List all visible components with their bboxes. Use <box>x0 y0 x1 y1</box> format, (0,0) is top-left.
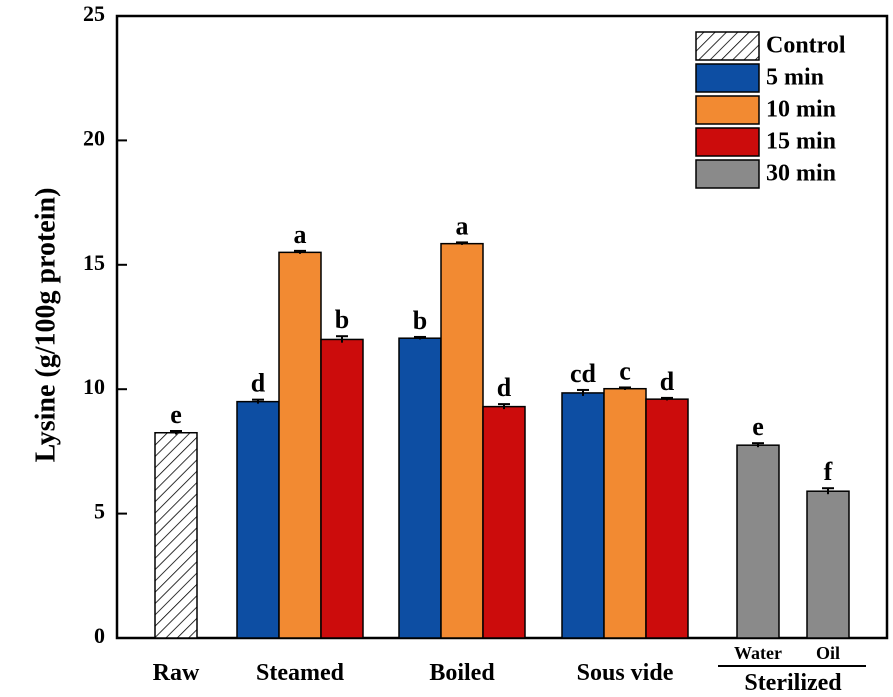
y-tick-label: 25 <box>83 1 105 26</box>
legend-swatch <box>695 31 760 61</box>
significance-letter: c <box>619 356 631 385</box>
bar <box>736 444 780 639</box>
bar <box>278 251 322 639</box>
significance-letter: e <box>170 400 182 429</box>
bar <box>645 398 689 639</box>
bar <box>603 387 647 639</box>
significance-letter: d <box>497 373 512 402</box>
legend-label: Control <box>766 33 846 59</box>
legend-label: 15 min <box>766 129 836 155</box>
significance-letter: f <box>824 457 833 486</box>
legend-label: 5 min <box>766 65 824 91</box>
bar <box>320 338 364 639</box>
category-labels: Raw Steamed Boiled Sous vide Water Oil Sterili… <box>153 643 866 696</box>
category-label: Sterilized <box>744 670 842 696</box>
y-tick-label: 15 <box>83 250 105 275</box>
significance-letter: cd <box>570 359 597 388</box>
legend: Control 5 min 10 min 15 min 30 min <box>695 31 846 189</box>
legend-swatch <box>695 159 760 189</box>
bar <box>561 392 605 639</box>
significance-letter: e <box>752 412 764 441</box>
significance-letter: d <box>660 367 675 396</box>
legend-swatch <box>695 127 760 157</box>
bar <box>154 431 198 639</box>
y-axis-label: Lysine (g/100g protein) <box>30 188 61 463</box>
significance-letter: b <box>413 306 427 335</box>
legend-swatch <box>695 95 760 125</box>
category-label: Raw <box>153 660 200 686</box>
y-tick-label: 0 <box>94 623 105 648</box>
significance-letter: a <box>456 211 469 240</box>
y-tick-label: 20 <box>83 125 105 150</box>
legend-swatch <box>695 63 760 93</box>
bar <box>236 400 280 639</box>
legend-label: 30 min <box>766 161 836 187</box>
legend-label: 10 min <box>766 97 836 123</box>
significance-letter: b <box>335 305 349 334</box>
bar <box>440 242 484 639</box>
bar <box>482 405 526 639</box>
bar <box>806 490 850 639</box>
category-sublabel: Water <box>734 643 782 663</box>
y-axis: 0 5 10 15 20 25 <box>83 1 127 648</box>
category-label: Steamed <box>256 660 345 686</box>
significance-letter: d <box>251 369 266 398</box>
significance-letter: a <box>294 220 307 249</box>
y-tick-label: 5 <box>94 499 105 524</box>
category-sublabel: Oil <box>816 643 840 663</box>
category-label: Sous vide <box>577 660 674 686</box>
category-label: Boiled <box>429 660 495 686</box>
bar <box>398 337 442 639</box>
y-tick-label: 10 <box>83 374 105 399</box>
